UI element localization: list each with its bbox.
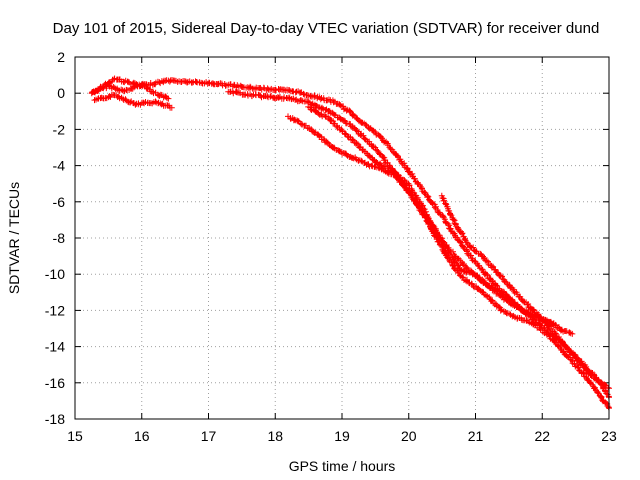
y-tick-label: -6 bbox=[53, 194, 66, 210]
series-markers bbox=[91, 91, 175, 111]
x-tick-label: 19 bbox=[334, 428, 350, 444]
data-series bbox=[88, 75, 612, 412]
series-markers bbox=[285, 113, 612, 412]
y-tick-label: -12 bbox=[45, 302, 65, 318]
y-tick-label: -10 bbox=[45, 266, 65, 282]
y-tick-label: -14 bbox=[45, 339, 65, 355]
y-tick-label: -2 bbox=[53, 121, 66, 137]
x-tick-label: 16 bbox=[134, 428, 150, 444]
axis-ticks: 15 16 17 18 19 20 21 22 2320-2-4-6-8-10-12-14-16… bbox=[45, 49, 617, 444]
x-tick-label: 22 bbox=[534, 428, 550, 444]
x-tick-label: 17 bbox=[201, 428, 217, 444]
y-tick-label: -8 bbox=[53, 230, 66, 246]
y-tick-label: -4 bbox=[53, 158, 66, 174]
x-tick-label: 18 bbox=[267, 428, 283, 444]
grid-lines bbox=[75, 57, 609, 419]
x-tick-label: 21 bbox=[468, 428, 484, 444]
series-track-6 bbox=[285, 113, 612, 412]
y-axis-label: SDTVAR / TECUs bbox=[6, 182, 22, 294]
y-tick-label: 2 bbox=[57, 49, 65, 65]
y-tick-label: -16 bbox=[45, 375, 65, 391]
series-track-7 bbox=[438, 192, 612, 392]
series-track-2 bbox=[91, 91, 175, 111]
x-tick-label: 20 bbox=[401, 428, 417, 444]
series-track-4 bbox=[225, 88, 559, 328]
chart-title: Day 101 of 2015, Sidereal Day-to-day VTE… bbox=[53, 20, 600, 37]
series-markers bbox=[225, 88, 559, 328]
plot-border bbox=[74, 56, 610, 420]
x-tick-label: 23 bbox=[601, 428, 617, 444]
x-axis-label: GPS time / hours bbox=[289, 458, 396, 474]
y-tick-label: -18 bbox=[45, 411, 65, 427]
y-tick-label: 0 bbox=[57, 85, 65, 101]
series-markers bbox=[438, 192, 612, 392]
x-tick-label: 15 bbox=[67, 428, 83, 444]
